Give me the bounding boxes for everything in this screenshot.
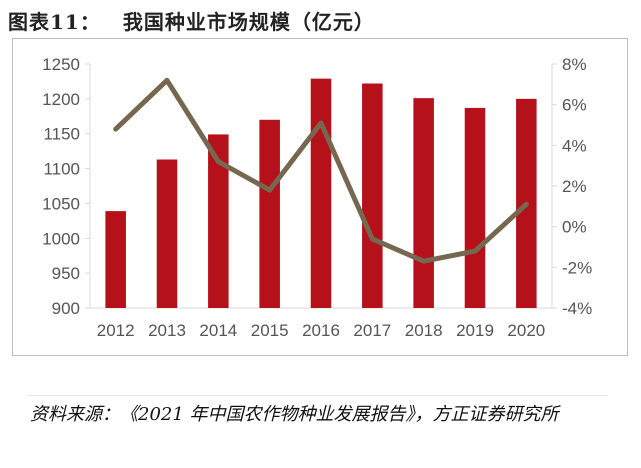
- chart-frame: [12, 38, 628, 356]
- source-note: 资料来源：《2021 年中国农作物种业发展报告》，方正证券研究所: [30, 404, 559, 425]
- right-tick-label: 0%: [562, 218, 587, 237]
- left-tick-label: 1050: [42, 194, 80, 213]
- x-tick-label: 2016: [302, 321, 340, 340]
- right-tick-label: 6%: [562, 96, 587, 115]
- x-tick-label: 2014: [199, 321, 237, 340]
- bar-2013: [156, 159, 178, 308]
- left-tick-label: 950: [52, 264, 80, 283]
- bar-2012: [105, 211, 126, 308]
- left-tick-label: 1100: [43, 160, 80, 179]
- left-tick-label: 1250: [42, 55, 80, 74]
- x-tick-label: 2013: [148, 321, 186, 340]
- divider: [28, 395, 608, 396]
- left-tick-label: 1000: [42, 229, 80, 248]
- x-tick-label: 2018: [405, 321, 443, 340]
- right-tick-label: -4%: [562, 299, 592, 318]
- figure-title-text: 我国种业市场规模（亿元）: [122, 10, 375, 34]
- x-tick-label: 2017: [353, 321, 391, 340]
- left-tick-label: 1150: [43, 125, 80, 144]
- x-tick-label: 2020: [507, 321, 545, 340]
- figure-label: 图表11：: [8, 10, 101, 34]
- figure-title: 图表11： 我国种业市场规模（亿元）: [8, 6, 375, 35]
- bar-2018: [413, 98, 434, 308]
- bar-2019: [464, 107, 486, 308]
- right-tick-label: -2%: [562, 258, 592, 277]
- bar-2015: [259, 119, 280, 309]
- left-tick-label: 900: [52, 299, 80, 318]
- bar-2016: [310, 78, 332, 308]
- x-tick-label: 2015: [251, 321, 289, 340]
- right-tick-label: 2%: [562, 177, 587, 196]
- seed-market-chart: 900 950 1000 1050 1100 1150 1200 1250 -4% -2% 0% 2%…: [42, 55, 592, 340]
- bar-2017: [362, 83, 383, 308]
- x-tick-label: 2019: [456, 321, 494, 340]
- x-tick-label: 2012: [97, 321, 135, 340]
- left-tick-label: 1200: [42, 90, 80, 109]
- right-tick-label: 8%: [562, 55, 587, 74]
- right-tick-label: 4%: [562, 136, 587, 155]
- bar-2014: [208, 134, 229, 308]
